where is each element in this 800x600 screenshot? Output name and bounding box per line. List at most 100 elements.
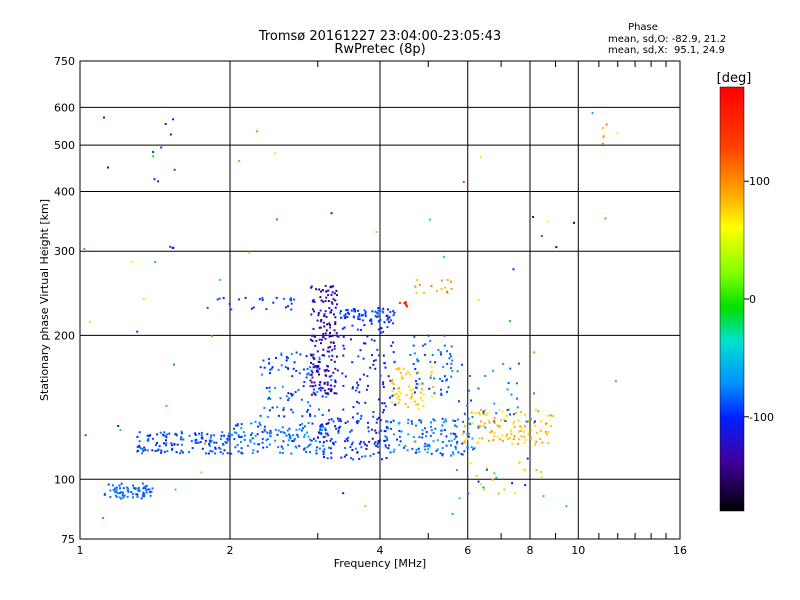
data-point: [483, 488, 486, 491]
data-point: [111, 484, 114, 487]
data-point: [334, 292, 336, 295]
data-point: [376, 348, 379, 351]
data-point: [352, 315, 355, 318]
data-point: [382, 381, 385, 384]
data-point: [374, 429, 377, 432]
data-point: [147, 438, 150, 440]
data-point: [141, 447, 144, 450]
data-point: [194, 439, 197, 442]
data-point: [391, 390, 394, 393]
data-point: [520, 435, 523, 438]
data-point: [349, 446, 352, 449]
data-point: [279, 430, 282, 433]
data-point: [444, 286, 447, 289]
data-point: [369, 319, 371, 322]
data-point: [295, 369, 298, 372]
data-point: [279, 451, 282, 454]
data-point: [311, 422, 314, 425]
data-point: [385, 436, 388, 439]
data-point: [565, 505, 568, 508]
data-point: [283, 415, 286, 418]
data-point: [274, 428, 277, 431]
data-point: [159, 431, 162, 434]
data-point: [372, 453, 375, 456]
data-point: [362, 441, 365, 444]
data-point: [451, 370, 454, 372]
data-point: [206, 306, 209, 309]
data-point: [331, 334, 334, 337]
data-point: [436, 448, 439, 451]
data-point: [549, 414, 552, 417]
data-point: [281, 451, 284, 454]
data-point: [307, 401, 309, 404]
data-point: [328, 350, 330, 353]
data-point: [254, 420, 257, 423]
data-point: [309, 338, 312, 341]
data-point: [222, 297, 225, 299]
data-point: [351, 324, 354, 327]
data-point: [143, 493, 146, 496]
data-point: [160, 451, 163, 454]
data-point: [284, 366, 287, 369]
data-point: [336, 303, 338, 306]
data-point: [333, 347, 336, 350]
data-point: [504, 420, 507, 423]
data-point: [601, 142, 604, 145]
data-point: [317, 314, 320, 317]
data-point: [330, 388, 333, 391]
data-point: [379, 439, 382, 442]
data-point: [420, 419, 423, 422]
data-point: [226, 452, 229, 455]
data-point: [149, 491, 152, 494]
data-point: [324, 432, 327, 435]
data-point: [441, 453, 444, 455]
data-point: [165, 442, 168, 445]
data-point: [314, 415, 316, 418]
data-point: [170, 444, 173, 447]
data-point: [122, 496, 125, 499]
data-point: [351, 449, 354, 451]
data-point: [392, 351, 395, 354]
data-point: [399, 392, 402, 395]
data-point: [291, 394, 294, 397]
data-point: [547, 441, 550, 444]
data-point: [441, 447, 444, 450]
data-point: [429, 376, 432, 379]
data-point: [492, 439, 495, 441]
data-point: [250, 434, 252, 436]
data-point: [277, 368, 280, 371]
data-point: [443, 334, 446, 337]
data-point: [315, 339, 318, 342]
data-point: [389, 319, 392, 322]
data-point: [488, 439, 490, 442]
data-point: [205, 452, 207, 455]
data-point: [310, 361, 312, 364]
data-point: [491, 430, 493, 433]
data-point: [383, 402, 386, 405]
data-point: [321, 423, 324, 426]
data-point: [452, 453, 455, 456]
data-point: [425, 431, 428, 433]
data-point: [282, 408, 285, 411]
data-point: [317, 312, 320, 315]
data-point: [377, 328, 380, 331]
data-point: [240, 427, 243, 430]
data-point: [168, 432, 171, 435]
data-point: [323, 325, 326, 328]
data-point: [488, 421, 491, 424]
data-point: [331, 291, 334, 294]
data-point: [474, 412, 477, 415]
data-point: [345, 315, 347, 318]
data-point: [530, 429, 533, 432]
data-point: [312, 437, 315, 440]
data-point: [493, 417, 496, 420]
data-point: [379, 309, 382, 312]
data-point: [319, 320, 322, 323]
data-point: [484, 409, 487, 412]
data-point: [141, 482, 144, 485]
data-point: [446, 390, 448, 393]
data-point: [271, 406, 274, 409]
data-point: [451, 451, 454, 454]
data-point: [325, 329, 328, 332]
data-point: [451, 513, 454, 515]
